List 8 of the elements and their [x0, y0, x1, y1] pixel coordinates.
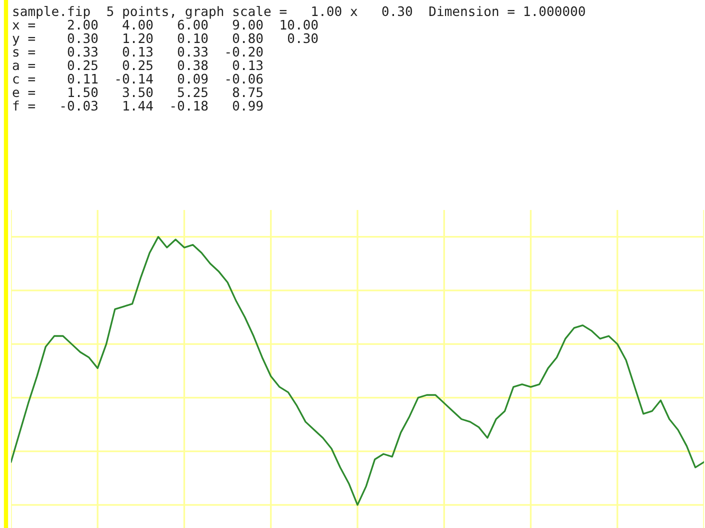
text: e = 1.50 3.50 5.25 8.75 — [12, 87, 262, 98]
text: a = 0.25 0.25 0.38 0.13 — [12, 60, 263, 70]
text: c = 0.11 -0.14 0.09 -0.06 — [13, 74, 263, 84]
text: y = 0.30 1.20 0.10 0.80 0.30 — [12, 33, 318, 46]
text: sample.fip 5 points, graph scale = 1.00 x 0.30 Dimension = 1.000000 — [13, 6, 585, 19]
text: f = -0.03 1.44 -0.18 0.99 — [13, 100, 263, 111]
text: x = 2.00 4.00 6.00 9.00 10.00 — [12, 20, 318, 30]
text: s = 0.33 0.13 0.33 -0.20 — [13, 46, 263, 57]
